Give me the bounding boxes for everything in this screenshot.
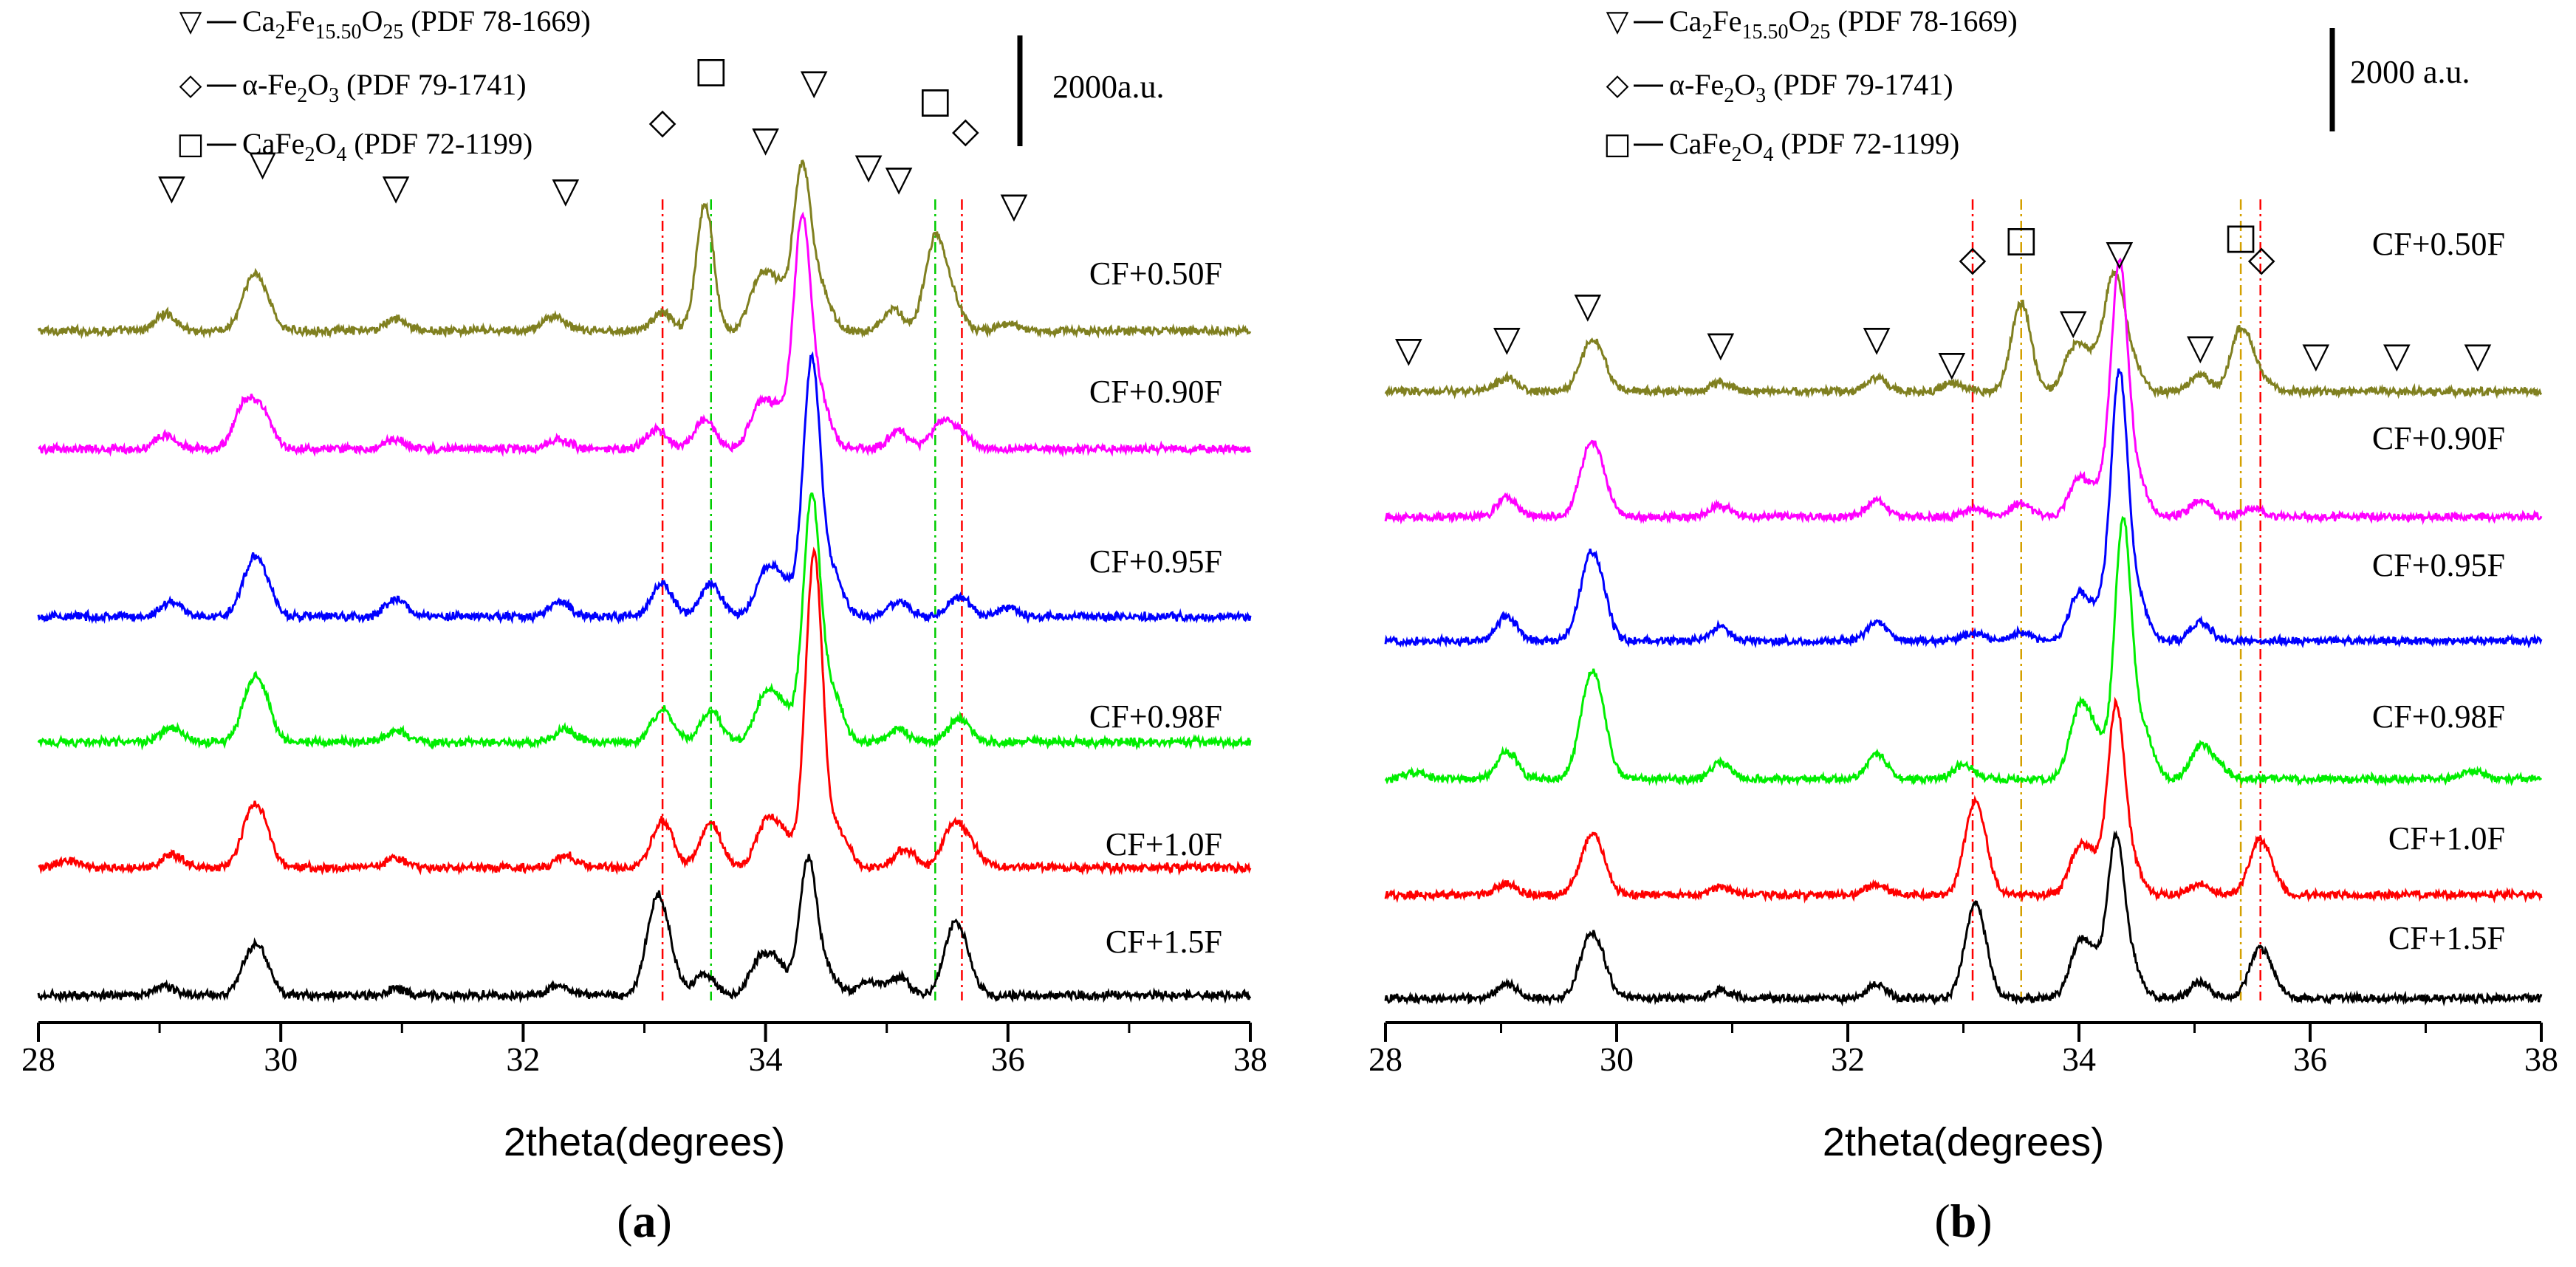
- legend-symbol: ◇: [179, 68, 202, 102]
- series-line-CF+0.90F: [1384, 257, 2543, 526]
- peak-marker: □: [2004, 219, 2038, 260]
- series-label: CF+1.5F: [1106, 924, 1222, 960]
- peak-marker: ▽: [2106, 233, 2133, 274]
- series-label: CF+0.50F: [2372, 226, 2505, 262]
- series-line-CF+1.5F: [1384, 830, 2543, 1007]
- peak-marker: ▽: [855, 145, 883, 187]
- series-line-CF+0.95F: [1384, 368, 2543, 649]
- peak-marker: ▽: [552, 170, 579, 211]
- x-tick-label: 32: [1831, 1040, 1865, 1078]
- series-label: CF+0.90F: [1089, 374, 1222, 410]
- series-label: CF+1.0F: [2388, 820, 2505, 856]
- peak-marker: ▽: [383, 167, 410, 208]
- peak-marker: ▽: [2302, 335, 2329, 377]
- peak-marker: ▽: [1001, 185, 1028, 226]
- x-tick-label: 34: [749, 1040, 783, 1078]
- series-line-CF+1.0F: [38, 546, 1252, 876]
- x-tick-label: 38: [1233, 1040, 1267, 1078]
- peak-marker: ▽: [886, 158, 913, 199]
- peak-marker: ◇: [952, 110, 979, 151]
- series-line-CF+0.98F: [37, 492, 1252, 751]
- series-label: CF+0.50F: [1089, 255, 1222, 292]
- series-label: CF+1.5F: [2388, 920, 2505, 956]
- x-tick-label: 34: [2062, 1040, 2096, 1078]
- x-axis-label: 2theta(degrees): [504, 1120, 785, 1164]
- peak-marker: ▽: [801, 61, 828, 103]
- peak-marker: ▽: [2464, 335, 2491, 377]
- legend-label: CaFe2O4 (PDF 72-1199): [242, 127, 532, 166]
- x-tick-label: 36: [2293, 1040, 2327, 1078]
- peak-marker: ▽: [249, 143, 276, 184]
- peak-marker: ◇: [1959, 238, 1987, 279]
- legend-symbol: ▽: [179, 4, 202, 38]
- x-tick-label: 28: [1368, 1040, 1402, 1078]
- peak-marker: ▽: [158, 167, 185, 208]
- peak-marker: ▽: [1938, 343, 1965, 385]
- legend-label: CaFe2O4 (PDF 72-1199): [1669, 127, 1959, 166]
- peak-marker: ◇: [649, 100, 676, 142]
- legend-symbol: □: [177, 127, 205, 161]
- legend-label: α-Fe2O3 (PDF 79-1741): [1669, 68, 1953, 107]
- x-tick-label: 36: [991, 1040, 1025, 1078]
- peak-marker: □: [2224, 216, 2257, 257]
- legend-symbol: ▽: [1606, 4, 1629, 38]
- peak-marker: □: [694, 49, 727, 91]
- peak-marker: ▽: [2187, 326, 2214, 368]
- series-label: CF+0.95F: [1089, 543, 1222, 580]
- series-label: CF+0.98F: [1089, 698, 1222, 735]
- series-line-CF+0.95F: [37, 351, 1252, 625]
- series-line-CF+0.50F: [1384, 268, 2543, 400]
- series-label: CF+1.0F: [1106, 826, 1222, 862]
- legend-label: α-Fe2O3 (PDF 79-1741): [242, 68, 527, 107]
- scale-bar-label: 2000a.u.: [1052, 69, 1165, 105]
- x-tick-label: 30: [1600, 1040, 1634, 1078]
- peak-marker: ▽: [1707, 324, 1734, 365]
- panel-label: (a): [617, 1195, 672, 1247]
- peak-marker: ▽: [1395, 329, 1422, 371]
- series-line-CF+1.5F: [37, 854, 1252, 1004]
- chart-panel-a: 28 30 32 34 36 38 2theta(degrees) (a) CF+0.50F CF…: [21, 4, 1267, 1247]
- legend-symbol: □: [1603, 127, 1631, 161]
- x-tick-label: 32: [506, 1040, 540, 1078]
- legend-label: Ca2Fe15.50O25 (PDF 78-1669): [242, 4, 591, 44]
- series-line-CF+1.0F: [1384, 696, 2543, 904]
- series-line-CF+0.98F: [1384, 515, 2543, 787]
- x-tick-label: 28: [21, 1040, 55, 1078]
- x-tick-label: 30: [264, 1040, 298, 1078]
- series-line-CF+0.90F: [38, 211, 1252, 458]
- x-axis-label: 2theta(degrees): [1823, 1120, 2104, 1164]
- peak-marker: □: [919, 80, 952, 121]
- series-line-CF+0.50F: [37, 159, 1252, 340]
- chart-panel-b: 28 30 32 34 36 38 2theta(degrees) (b) CF+0.50F CF…: [1368, 4, 2558, 1247]
- peak-marker: ▽: [1574, 285, 1601, 326]
- legend-symbol: ◇: [1606, 68, 1629, 102]
- peak-marker: ▽: [2060, 302, 2087, 343]
- peak-marker: ◇: [2248, 238, 2275, 279]
- peak-marker: ▽: [2383, 335, 2411, 377]
- peak-marker: ▽: [752, 119, 779, 160]
- panel-label: (b): [1934, 1195, 1992, 1247]
- legend-label: Ca2Fe15.50O25 (PDF 78-1669): [1669, 4, 2018, 44]
- x-tick-label: 38: [2524, 1040, 2558, 1078]
- series-label: CF+0.98F: [2372, 698, 2505, 735]
- peak-marker: ▽: [1493, 318, 1521, 360]
- series-label: CF+0.90F: [2372, 420, 2505, 456]
- scale-bar-label: 2000 a.u.: [2350, 54, 2470, 90]
- series-label: CF+0.95F: [2372, 547, 2505, 583]
- peak-marker: ▽: [1863, 318, 1891, 360]
